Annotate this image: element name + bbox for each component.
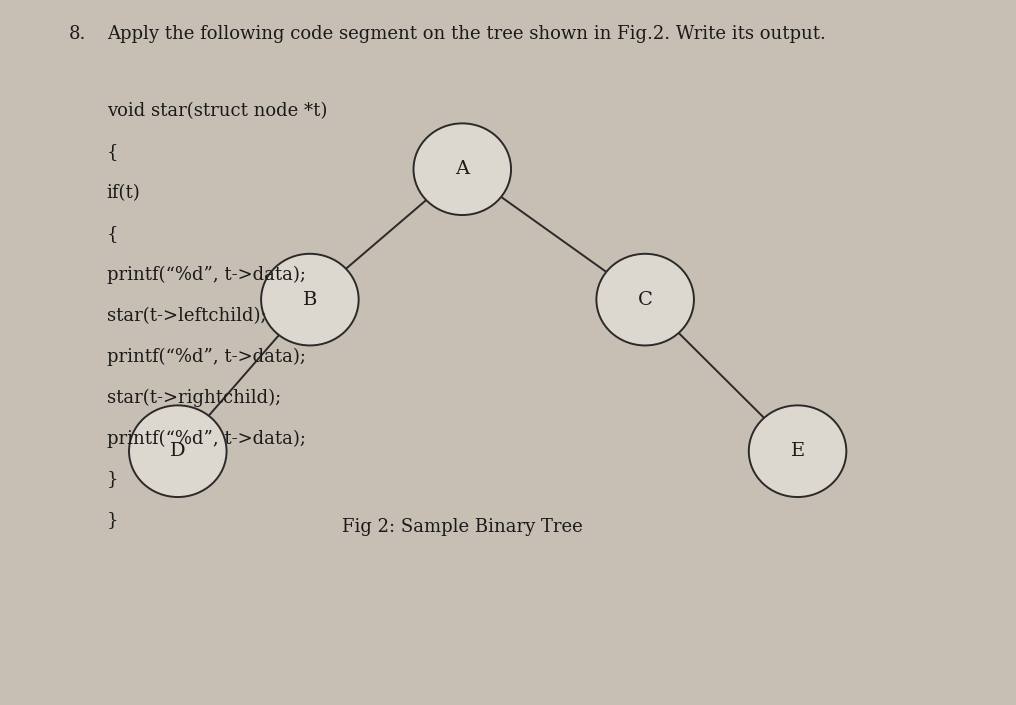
Ellipse shape [414, 123, 511, 215]
Text: {: { [107, 225, 118, 243]
Text: printf(“%d”, t->data);: printf(“%d”, t->data); [107, 429, 306, 448]
Text: B: B [303, 290, 317, 309]
Ellipse shape [129, 405, 227, 497]
Ellipse shape [749, 405, 846, 497]
Text: E: E [790, 442, 805, 460]
Text: }: } [107, 511, 118, 529]
Text: A: A [455, 160, 469, 178]
Text: C: C [638, 290, 652, 309]
Ellipse shape [596, 254, 694, 345]
Text: printf(“%d”, t->data);: printf(“%d”, t->data); [107, 266, 306, 284]
Text: {: { [107, 143, 118, 161]
Text: printf(“%d”, t->data);: printf(“%d”, t->data); [107, 348, 306, 366]
Text: Fig 2: Sample Binary Tree: Fig 2: Sample Binary Tree [342, 518, 582, 537]
Text: if(t): if(t) [107, 184, 140, 202]
Text: star(t->rightchild);: star(t->rightchild); [107, 388, 281, 407]
Text: Apply the following code segment on the tree shown in Fig.2. Write its output.: Apply the following code segment on the … [107, 25, 826, 43]
Text: void star(struct node *t): void star(struct node *t) [107, 102, 327, 121]
Ellipse shape [261, 254, 359, 345]
Text: D: D [170, 442, 186, 460]
Text: 8.: 8. [69, 25, 86, 43]
Text: }: } [107, 470, 118, 489]
Text: star(t->leftchild);: star(t->leftchild); [107, 307, 266, 325]
